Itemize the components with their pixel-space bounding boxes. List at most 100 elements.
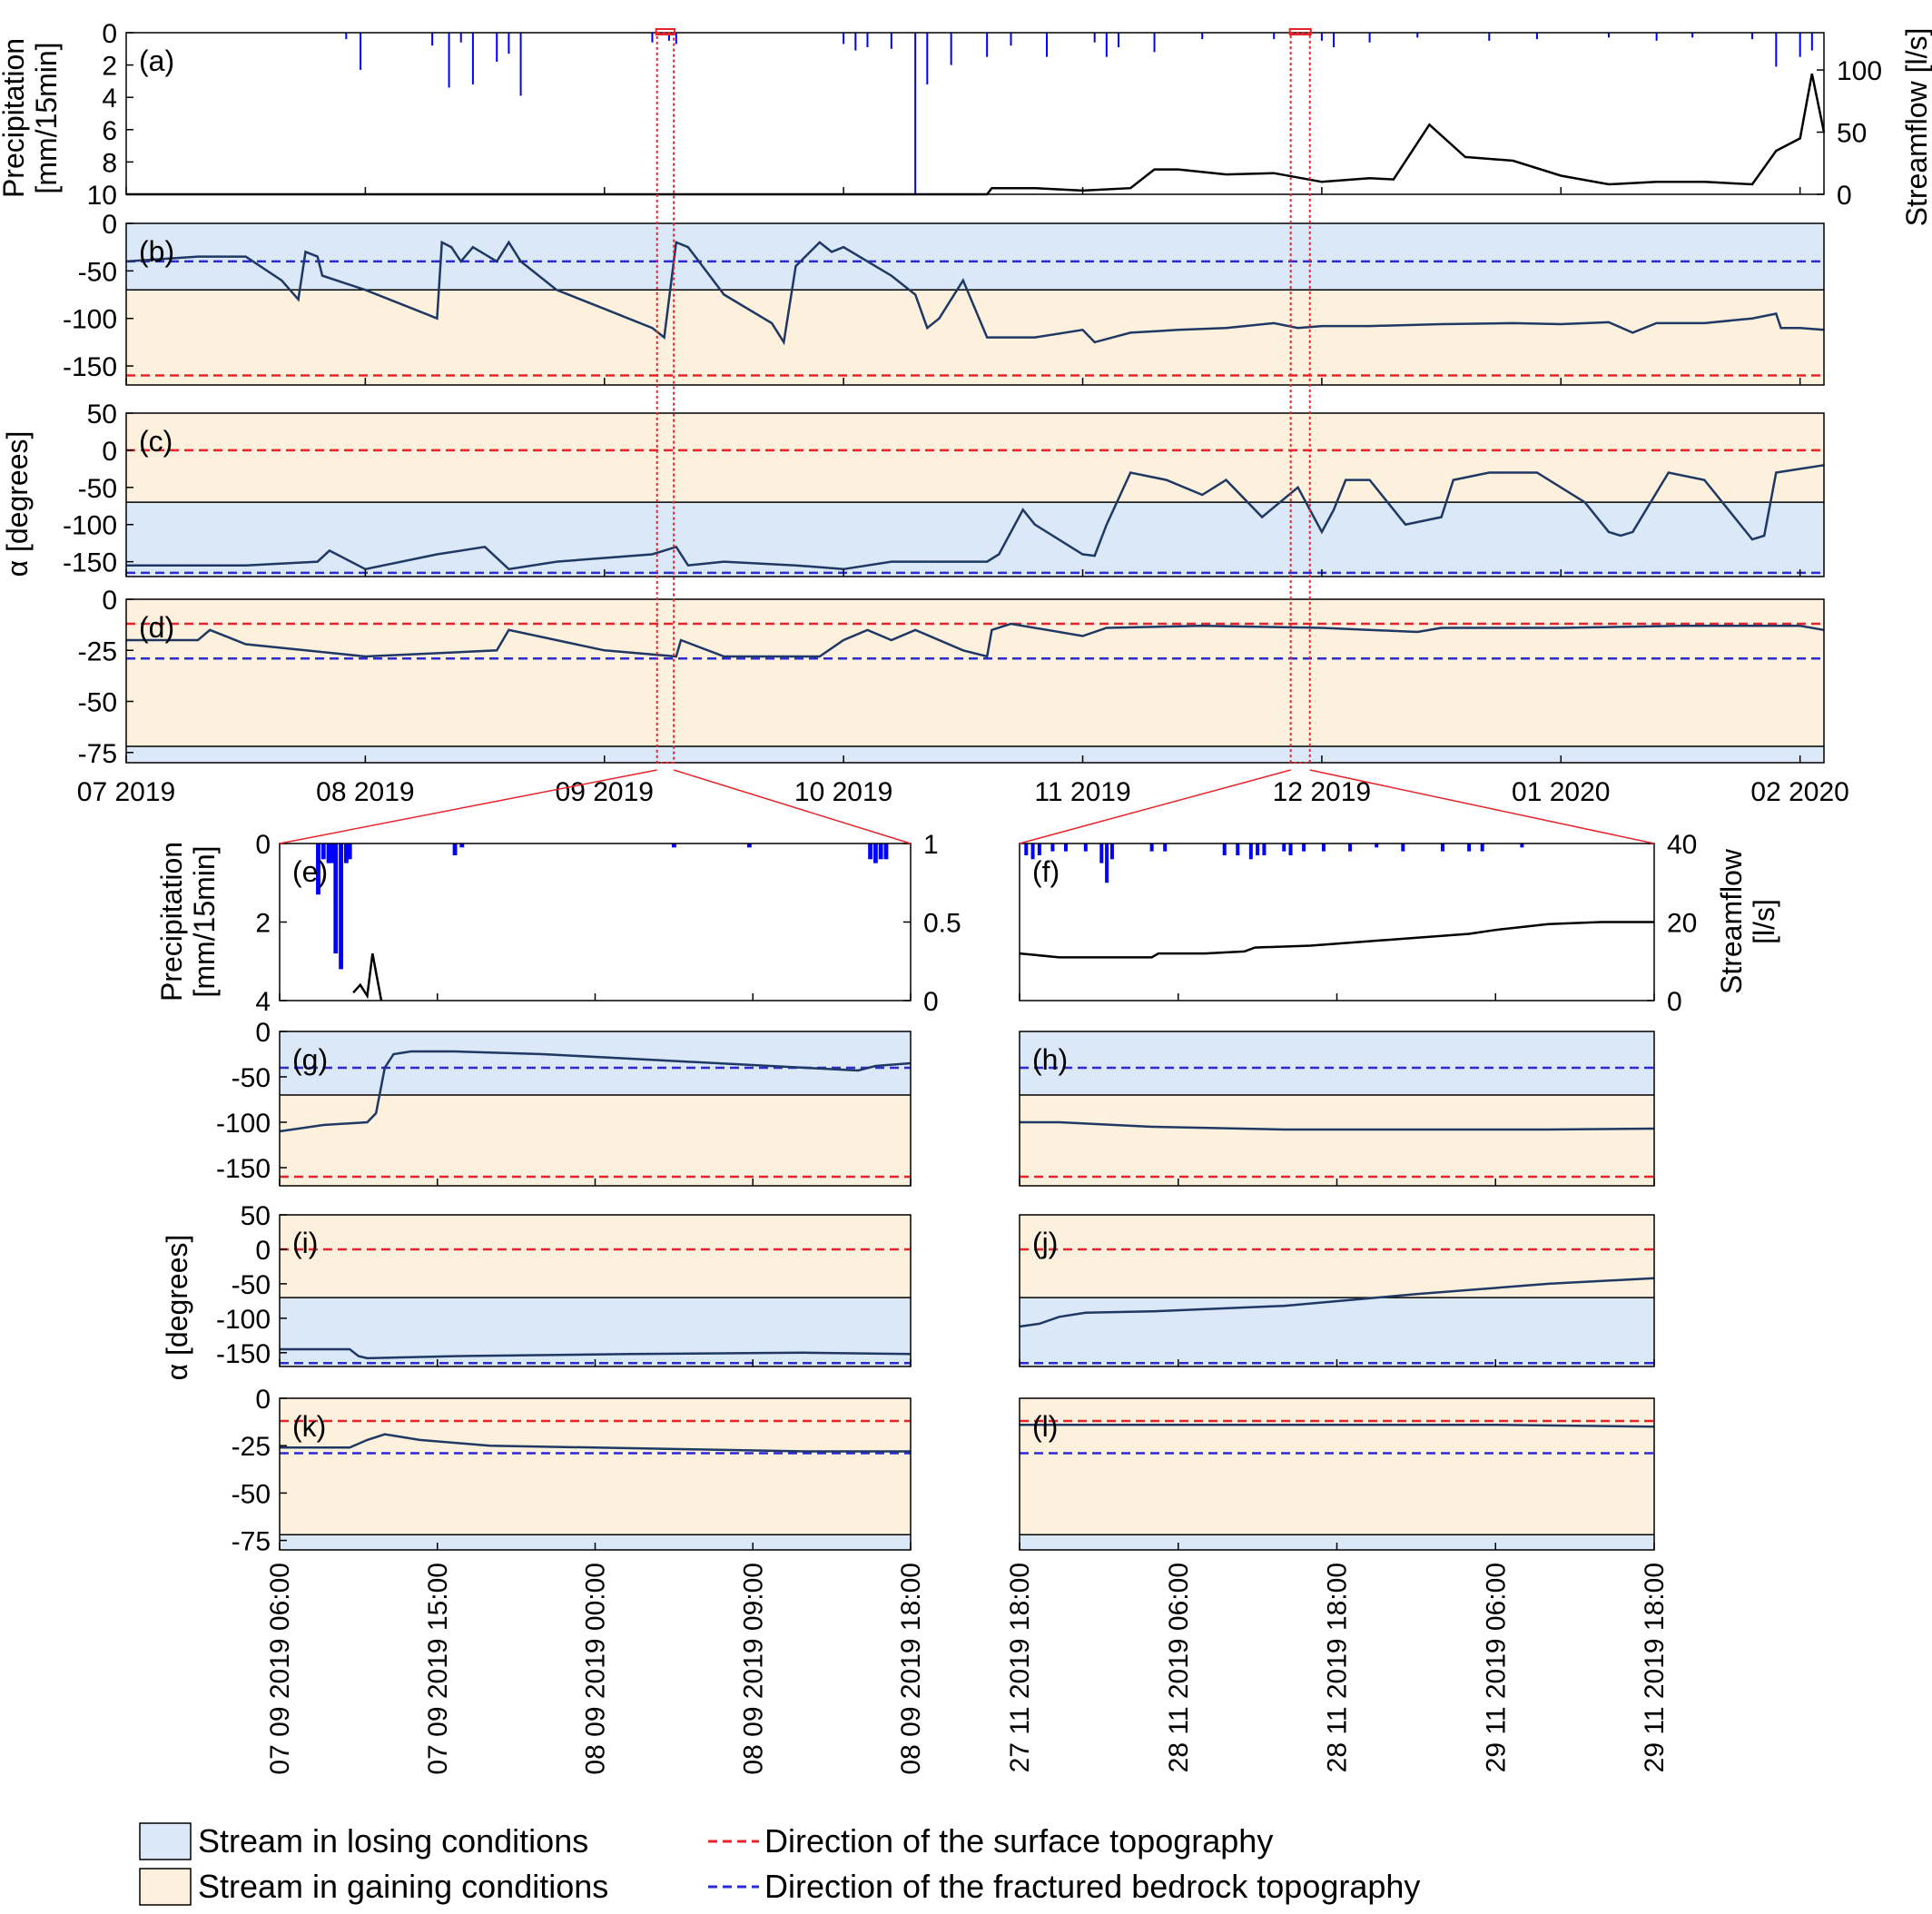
ytick-label-b: -100 xyxy=(63,305,117,335)
ytick-label-d: -50 xyxy=(78,688,117,718)
panel-letter-d: (d) xyxy=(139,611,174,644)
precip-bar-a xyxy=(1799,33,1801,57)
precip-bar-a xyxy=(1655,33,1658,41)
precip-bar-e xyxy=(330,844,335,863)
precip-bar-a xyxy=(1416,33,1419,38)
ytick-right-label-e: 0.5 xyxy=(923,909,961,939)
precip-bar-f xyxy=(1321,844,1326,852)
precip-bar-a xyxy=(1333,33,1336,48)
xtick-label-top: 08 2019 xyxy=(316,777,414,807)
precip-bar-e xyxy=(316,844,320,895)
precip-bar-e xyxy=(883,844,889,860)
precip-bar-a xyxy=(1046,33,1049,57)
xtick-label-bottom: 28 11 2019 06:00 xyxy=(1164,1563,1194,1772)
ytick-label-c: -100 xyxy=(63,511,117,541)
precip-bar-a xyxy=(1320,33,1323,41)
legend: Stream in losing conditions Stream in ga… xyxy=(139,1822,1420,1906)
precip-bar-a xyxy=(1810,33,1813,51)
precip-bar-a xyxy=(1535,33,1538,40)
precip-bar-a xyxy=(1368,33,1371,43)
zoom-september-connector-left xyxy=(279,769,657,844)
zoom-september-connector-right xyxy=(673,769,912,844)
precip-bar-a xyxy=(950,33,952,65)
precip-bar-f xyxy=(1099,844,1104,863)
xtick-label-top: 01 2020 xyxy=(1512,777,1610,807)
precip-bar-e xyxy=(333,844,339,954)
precip-bar-a xyxy=(1488,33,1491,41)
alpha-series-d xyxy=(126,622,1825,658)
ytick-left-label-a: 0 xyxy=(102,19,117,49)
gaining-band-k xyxy=(280,1398,911,1535)
gaining-band-c xyxy=(126,413,1824,503)
xtick-label-bottom: 28 11 2019 18:00 xyxy=(1323,1563,1353,1772)
precip-bar-f xyxy=(1480,844,1484,852)
xtick-label-bottom: 08 09 2019 09:00 xyxy=(738,1563,768,1775)
gaining-band-b xyxy=(126,290,1824,385)
xtick-label-top: 10 2019 xyxy=(794,777,892,807)
streamflow-ylabel-bottom-line2: [l/s] xyxy=(1748,899,1780,944)
precip-bar-a xyxy=(1010,33,1012,46)
frame-b xyxy=(125,222,1825,386)
losing-band-c xyxy=(126,502,1824,577)
precip-bar-a xyxy=(448,33,450,88)
panel-letter-l: (l) xyxy=(1032,1410,1058,1443)
precip-bar-a xyxy=(1118,33,1120,48)
precip-bar-a xyxy=(1105,33,1108,57)
precip-bar-e xyxy=(320,844,326,860)
xtick-label-bottom: 08 09 2019 18:00 xyxy=(896,1563,926,1775)
ytick-right-label-e: 1 xyxy=(923,830,939,860)
precip-bar-a xyxy=(651,33,654,43)
panel-letter-a: (a) xyxy=(139,44,174,77)
panel-letter-i: (i) xyxy=(292,1227,318,1259)
ytick-left-label-e: 0 xyxy=(255,830,271,860)
ytick-label-k: -25 xyxy=(232,1432,271,1462)
precip-bar-a xyxy=(890,33,892,49)
ytick-right-label-a: 0 xyxy=(1837,181,1852,211)
ytick-label-g: -150 xyxy=(216,1154,271,1184)
precip-bar-a xyxy=(360,33,362,70)
panel-c: 50 0 -50 -100 -150 (c) xyxy=(63,400,1825,578)
precip-bar-e xyxy=(671,844,676,848)
precip-bar-f xyxy=(1302,844,1306,852)
ytick-label-c: 0 xyxy=(102,437,117,467)
xtick-label-bottom: 27 11 2019 18:00 xyxy=(1005,1563,1035,1772)
precip-bar-a xyxy=(1201,33,1204,40)
alpha-series-b xyxy=(125,240,1825,346)
gaining-band-d xyxy=(126,599,1824,746)
precip-bar-f xyxy=(1441,844,1444,852)
precip-bar-a xyxy=(926,33,929,84)
plot-bg-f xyxy=(1020,844,1654,1001)
panel-letter-f: (f) xyxy=(1032,855,1060,888)
xtick-label-top: 02 2020 xyxy=(1750,777,1848,807)
ytick-label-d: -75 xyxy=(78,739,117,769)
precip-bar-e xyxy=(878,844,883,860)
frame-d xyxy=(125,598,1825,764)
precip-bar-a xyxy=(471,33,474,84)
precip-bar-a xyxy=(508,33,510,54)
precip-bar-f xyxy=(1109,844,1114,860)
precip-bar-e xyxy=(459,844,465,848)
panel-j: (j) xyxy=(1019,1214,1655,1367)
streamflow-series-e xyxy=(352,952,383,1001)
precip-bar-f xyxy=(1163,844,1168,852)
xtick-label-bottom: 29 11 2019 18:00 xyxy=(1640,1563,1670,1772)
xtick-label-bottom: 07 09 2019 06:00 xyxy=(265,1563,295,1775)
precip-bar-a xyxy=(667,33,670,41)
losing-band-d xyxy=(126,746,1824,763)
ytick-label-g: 0 xyxy=(255,1018,271,1048)
xtick-label-top: 07 2019 xyxy=(77,777,175,807)
gaining-band-i xyxy=(280,1215,911,1298)
precip-bar-f xyxy=(1348,844,1353,852)
panel-h: (h) xyxy=(1019,1031,1655,1187)
precip-bar-e xyxy=(746,844,752,848)
ytick-label-i: -100 xyxy=(216,1305,271,1335)
xtick-label-bottom: 07 09 2019 15:00 xyxy=(423,1563,453,1775)
panel-g: 0 -50 -100 -150 (g) xyxy=(216,1018,912,1187)
ytick-left-label-a: 8 xyxy=(102,148,117,178)
legend-losing-swatch xyxy=(139,1822,192,1860)
panel-f: 0 20 40 (f) xyxy=(1019,830,1697,1017)
ytick-label-b: -50 xyxy=(78,257,117,287)
legend-surface-label: Direction of the surface topography xyxy=(764,1822,1273,1860)
ytick-label-k: -50 xyxy=(232,1479,271,1509)
